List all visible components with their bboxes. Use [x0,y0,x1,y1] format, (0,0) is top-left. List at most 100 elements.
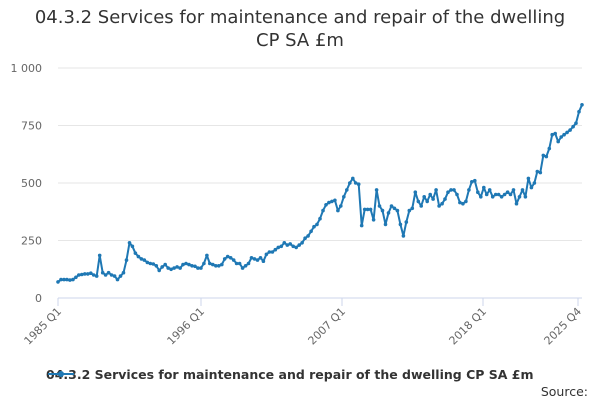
data-point[interactable] [392,206,397,211]
data-point[interactable] [571,124,575,129]
data-point[interactable] [258,255,263,260]
data-point[interactable] [455,192,459,197]
data-point[interactable] [559,135,563,139]
data-point[interactable] [574,121,578,125]
data-point[interactable] [77,273,81,277]
data-point[interactable] [163,262,167,267]
data-point[interactable] [100,270,105,275]
data-point[interactable] [279,244,284,249]
data-point[interactable] [356,182,361,186]
data-point[interactable] [234,261,239,266]
data-point[interactable] [502,192,507,197]
data-point[interactable] [309,229,313,234]
data-point[interactable] [199,266,203,270]
data-point[interactable] [538,170,543,175]
data-point[interactable] [359,223,364,228]
data-point[interactable] [383,222,388,227]
data-point[interactable] [458,200,462,205]
data-point[interactable] [419,204,424,208]
data-point[interactable] [410,206,415,211]
data-point[interactable] [324,203,328,207]
data-point[interactable] [166,266,170,270]
data-point[interactable] [395,208,400,213]
data-point[interactable] [428,192,433,197]
data-point[interactable] [342,195,346,199]
data-point[interactable] [285,243,290,247]
data-point[interactable] [464,199,468,204]
data-point[interactable] [413,190,418,194]
data-point[interactable] [157,268,161,273]
data-point[interactable] [374,188,379,192]
data-point[interactable] [416,199,421,204]
data-point[interactable] [178,266,182,270]
data-point[interactable] [115,277,120,282]
data-point[interactable] [243,264,248,268]
legend[interactable]: 04.3.2 Services for maintenance and repa… [46,366,534,382]
data-point[interactable] [437,204,441,208]
data-point[interactable] [190,264,194,268]
data-point[interactable] [550,132,554,137]
data-point[interactable] [339,204,343,208]
data-point[interactable] [65,277,69,282]
data-point[interactable] [181,262,185,267]
data-point[interactable] [401,234,406,238]
data-point[interactable] [187,262,191,267]
data-point[interactable] [544,154,549,159]
data-point[interactable] [240,266,245,270]
data-point[interactable] [214,264,218,268]
data-point[interactable] [139,257,144,261]
data-point[interactable] [499,195,504,199]
data-point[interactable] [231,258,236,262]
data-point[interactable] [377,204,382,208]
data-point[interactable] [196,266,200,270]
data-point[interactable] [106,270,111,275]
data-point[interactable] [205,253,209,258]
data-point[interactable] [56,280,60,284]
data-point[interactable] [103,273,108,277]
data-point[interactable] [160,265,164,269]
data-point[interactable] [333,198,337,203]
data-point[interactable] [202,261,206,266]
data-point[interactable] [294,245,299,250]
data-point[interactable] [217,264,221,268]
data-point[interactable] [303,236,307,240]
data-point[interactable] [547,146,552,151]
data-point[interactable] [505,190,510,194]
data-point[interactable] [496,192,501,197]
data-point[interactable] [276,245,281,250]
data-point[interactable] [422,195,427,199]
data-point[interactable] [553,131,557,136]
data-point[interactable] [127,241,132,245]
data-point[interactable] [523,195,528,199]
data-point[interactable] [508,192,513,197]
data-point[interactable] [94,274,99,278]
data-point[interactable] [86,272,90,276]
data-point[interactable] [556,139,560,144]
data-point[interactable] [476,190,480,194]
data-point[interactable] [345,188,349,192]
data-point[interactable] [461,201,465,206]
data-point[interactable] [529,185,534,190]
data-point[interactable] [130,244,135,249]
data-point[interactable] [449,188,453,192]
data-point[interactable] [467,188,471,192]
data-point[interactable] [327,200,331,205]
data-point[interactable] [318,216,322,221]
data-point[interactable] [297,243,302,247]
data-point[interactable] [193,264,197,269]
data-point[interactable] [208,261,212,266]
data-point[interactable] [249,255,254,260]
data-point[interactable] [312,224,316,229]
data-point[interactable] [398,222,403,227]
data-point[interactable] [336,208,340,213]
data-point[interactable] [514,201,519,206]
data-point[interactable] [351,176,355,181]
data-point[interactable] [118,274,123,278]
data-point[interactable] [246,261,251,266]
data-point[interactable] [169,267,173,272]
data-point[interactable] [255,258,260,262]
data-point[interactable] [211,262,215,267]
data-point[interactable] [261,259,266,264]
data-point[interactable] [89,271,93,276]
data-point[interactable] [348,181,352,185]
